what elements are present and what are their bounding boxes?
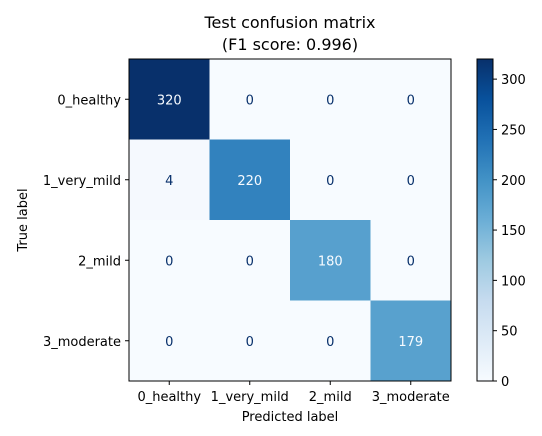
heatmap-cell (209, 59, 291, 140)
cell-value-label: 0 (246, 93, 254, 108)
heatmap-cell (370, 59, 452, 140)
y-tick-label: 1_very_mild (43, 174, 121, 189)
colorbar-ticks: 0 50 100 150 200 250 300 (493, 73, 526, 390)
colorbar-tick-label: 50 (501, 325, 518, 340)
heatmap-cell (290, 220, 371, 301)
colorbar-tick-label: 100 (501, 274, 526, 289)
heatmap-cell (129, 300, 210, 382)
colorbar-tick-label: 200 (501, 174, 526, 189)
heatmap-cell (129, 220, 210, 301)
cell-value-label: 0 (326, 335, 334, 350)
cell-value-label: 320 (157, 93, 182, 108)
colorbar-tick-label: 250 (501, 123, 526, 138)
heatmap-cell (209, 300, 291, 382)
cell-value-label: 179 (398, 335, 423, 350)
cell-value-label: 220 (237, 174, 262, 189)
heatmap-cell (129, 59, 210, 140)
cell-value-label: 0 (407, 93, 415, 108)
heatmap-cell (209, 139, 291, 221)
heatmap-cell (290, 59, 371, 140)
cell-value-label: 4 (165, 174, 173, 189)
x-axis-ticks: 0_healthy 1_very_mild 2_mild 3_moderate (137, 381, 450, 405)
x-tick-label: 2_mild (309, 390, 352, 405)
heatmap-cell (290, 300, 371, 382)
heatmap-cell (370, 300, 452, 382)
heatmap-cell (370, 139, 452, 221)
y-tick-label: 0_healthy (57, 93, 121, 108)
colorbar-tick-label: 150 (501, 224, 526, 239)
cell-value-label: 0 (326, 174, 334, 189)
y-tick-label: 3_moderate (43, 335, 121, 350)
y-axis-label: True label (16, 188, 31, 252)
chart-title-line1: Test confusion matrix (203, 13, 375, 32)
cell-value-label: 0 (326, 93, 334, 108)
chart-title-line2: (F1 score: 0.996) (222, 35, 358, 54)
heatmap-cell (209, 220, 291, 301)
y-tick-label: 2_mild (78, 254, 121, 269)
heatmap-cell (290, 139, 371, 221)
cell-value-label: 180 (318, 254, 343, 269)
cell-value-label: 0 (246, 335, 254, 350)
heatmap-cells: 320 0 0 0 4 220 0 0 0 0 180 0 0 0 0 179 (129, 59, 452, 382)
heatmap-cell (370, 220, 452, 301)
y-axis-ticks: 0_healthy 1_very_mild 2_mild 3_moderate (43, 93, 129, 350)
heatmap-cell (129, 139, 210, 221)
colorbar (476, 58, 494, 382)
colorbar-tick-label: 0 (501, 375, 509, 390)
x-tick-label: 0_healthy (137, 390, 201, 405)
cell-value-label: 0 (165, 254, 173, 269)
cell-value-label: 0 (407, 174, 415, 189)
x-tick-label: 1_very_mild (211, 390, 289, 405)
colorbar-tick-label: 300 (501, 73, 526, 88)
cell-value-label: 0 (165, 335, 173, 350)
plot-frame (128, 58, 452, 382)
cell-value-label: 0 (246, 254, 254, 269)
x-tick-label: 3_moderate (372, 390, 450, 405)
cell-value-label: 0 (407, 254, 415, 269)
x-axis-label: Predicted label (242, 410, 339, 425)
